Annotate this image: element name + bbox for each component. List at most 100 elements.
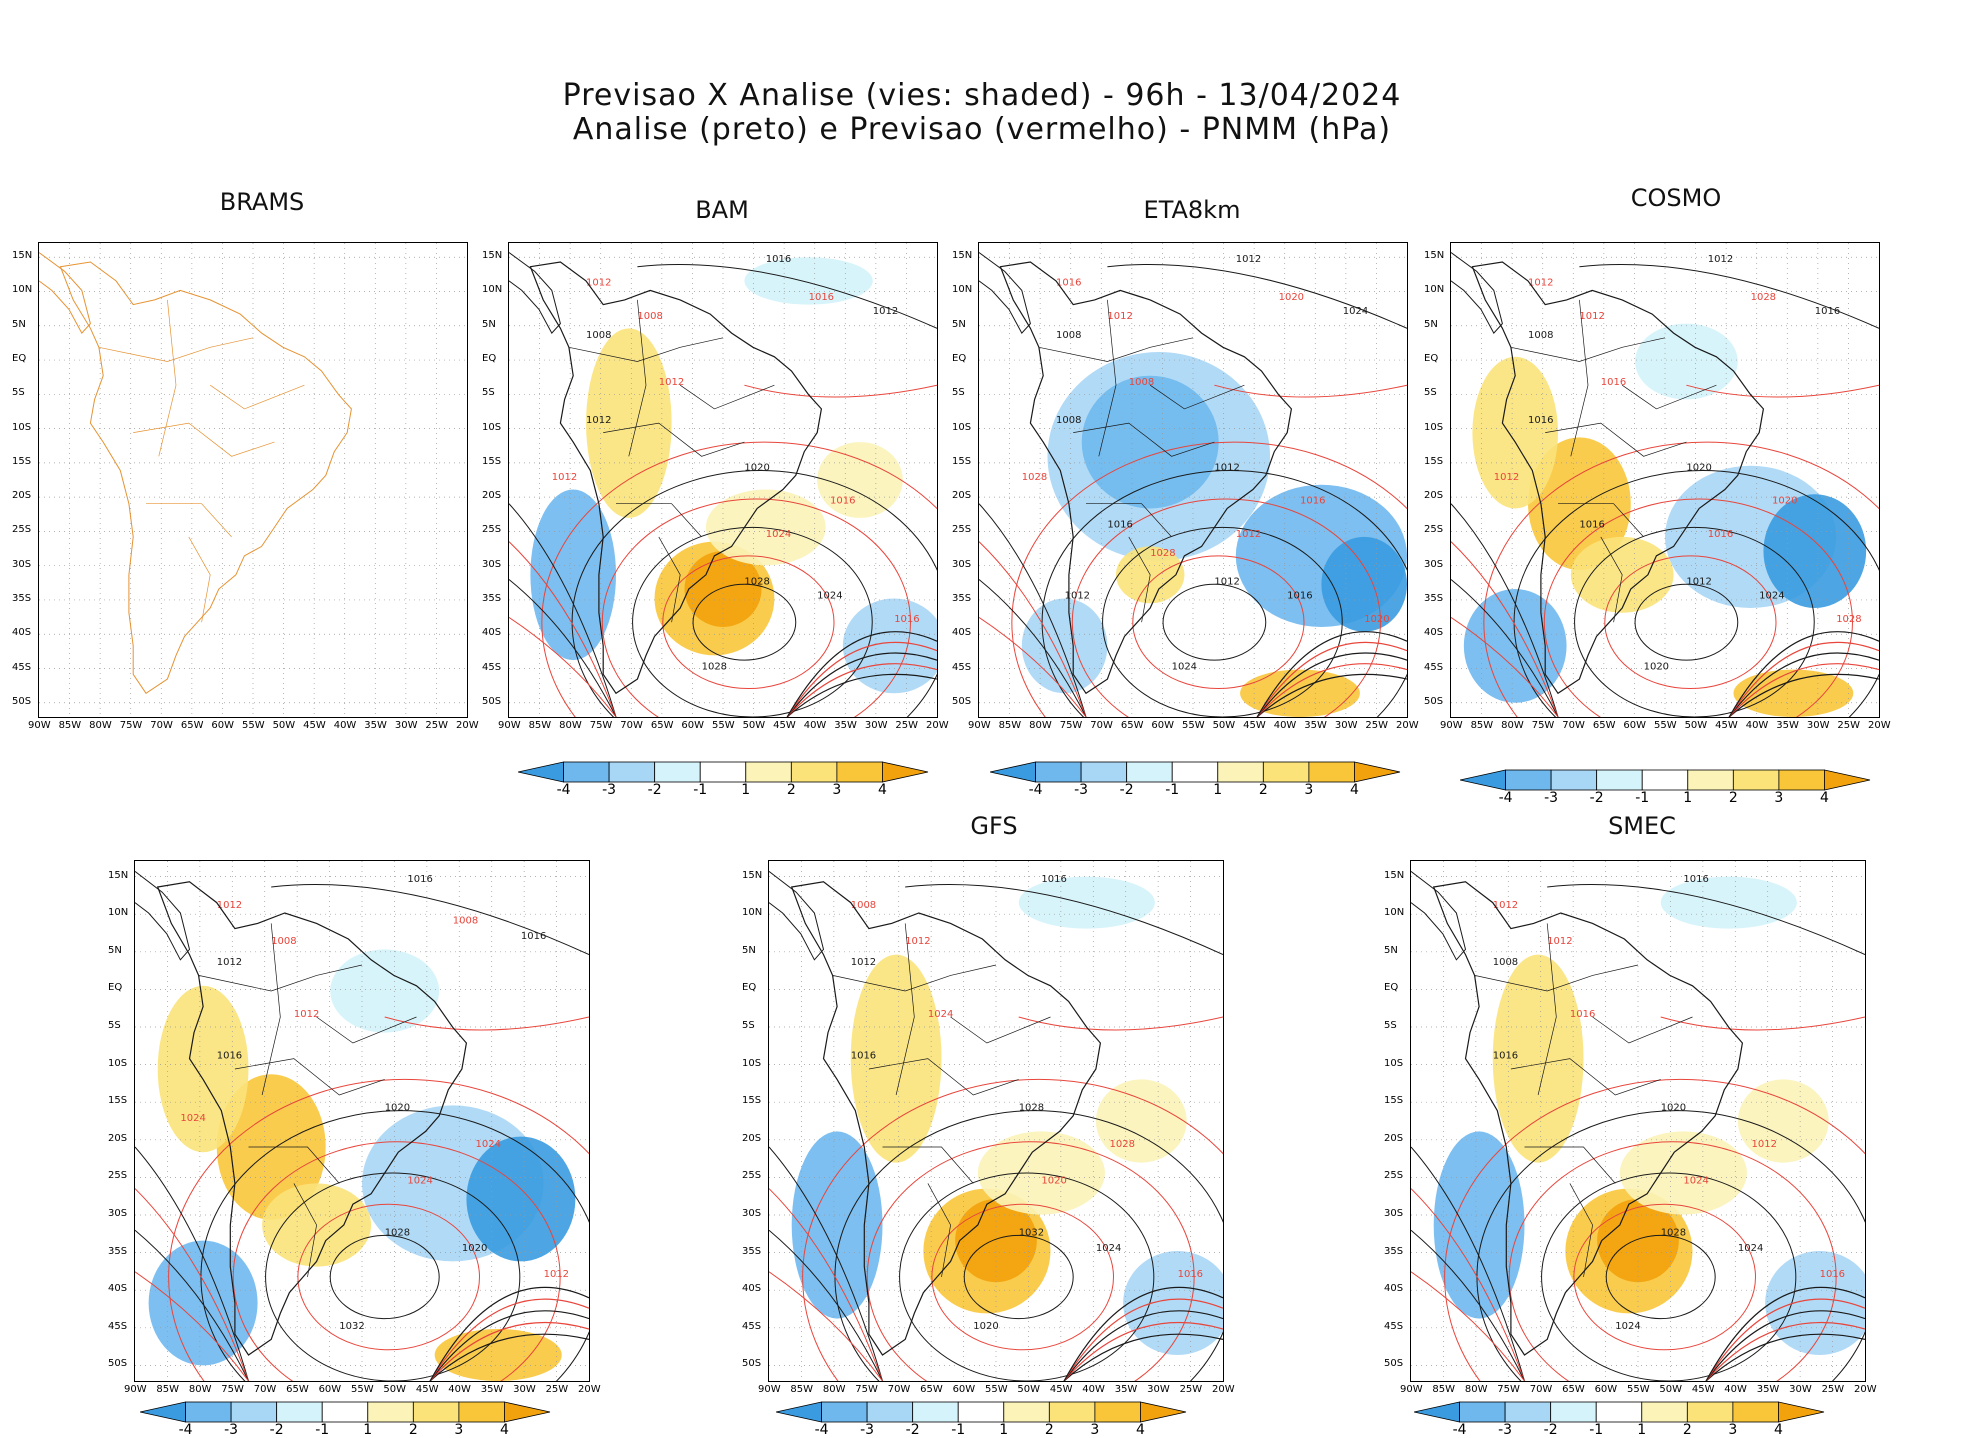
lon-tick-label: 55W — [242, 720, 265, 731]
isobar-label: 1012 — [294, 1009, 319, 1020]
lat-tick-label: 30S — [1384, 1208, 1404, 1219]
lon-tick-label: 30W — [513, 1384, 536, 1395]
map-panel-smec: 1016 1012 1008 1012 1016 1016 1020 1024 1028 1012… — [1410, 860, 1866, 1382]
colorbar-segment — [790, 761, 838, 783]
figure-title-line2: Analise (preto) e Previsao (vermelho) - … — [572, 112, 1392, 147]
isobar-label: 1012 — [544, 1269, 569, 1280]
colorbar-tick-label: -1 — [1165, 782, 1180, 798]
colorbar-arrow-right — [504, 1401, 551, 1423]
colorbar-segment — [230, 1401, 278, 1423]
colorbar-segment — [1732, 769, 1780, 791]
lat-tick-label: 40S — [482, 627, 502, 639]
colorbar-segment — [1641, 1401, 1688, 1423]
isobar-label: 1016 — [1300, 496, 1325, 507]
lon-tick-label: 55W — [1654, 720, 1677, 731]
colorbar-segment — [1504, 1401, 1552, 1423]
lat-tick-label: EQ — [952, 353, 967, 365]
bias-shading — [530, 257, 937, 694]
colorbar-tick-label: 4 — [877, 782, 887, 798]
isobar-label: 1020 — [1661, 1103, 1686, 1114]
colorbar-tick-label: -4 — [1028, 782, 1043, 798]
isobar-label: 1028 — [1836, 614, 1861, 625]
isobar-label: 1032 — [339, 1321, 364, 1332]
isobar-label: 1016 — [830, 496, 855, 507]
isobar-label: 1012 — [1214, 576, 1239, 587]
isobar-label: 1008 — [1129, 377, 1154, 388]
map-panel-eta: 1012 1016 1008 1012 1008 1008 1012 1012 1012 1016… — [978, 242, 1408, 718]
lat-tick-label: 40S — [108, 1283, 128, 1295]
lon-tick-label: 80W — [822, 1384, 846, 1395]
lon-tick-label: 65W — [180, 720, 204, 731]
lat-tick-label: EQ — [1424, 353, 1439, 365]
lon-tick-label: 40W — [333, 720, 357, 731]
colorbar-segment — [1080, 761, 1128, 783]
lat-tick-label: 20S — [742, 1132, 762, 1144]
lat-tick-label: 15S — [482, 455, 502, 467]
isobar-label: 1016 — [1528, 415, 1553, 426]
lat-tick-label: 5N — [12, 318, 26, 330]
lon-tick-label: 60W — [681, 720, 705, 731]
colorbar-segment — [1505, 769, 1552, 791]
isobar-label: 1016 — [1579, 519, 1604, 530]
lat-tick-label: 15S — [1384, 1095, 1404, 1107]
lon-tick-label: 60W — [1594, 1384, 1618, 1395]
lat-tick-label: 45S — [482, 661, 502, 673]
lon-tick-label: 45W — [773, 720, 796, 731]
isobar-label: 1020 — [1041, 1175, 1066, 1186]
isobar-label: 1012 — [1236, 529, 1261, 540]
isobar-label: 1016 — [1708, 529, 1733, 540]
colorbar-segment — [836, 761, 883, 783]
colorbar-segment — [321, 1401, 369, 1423]
lat-tick-label: 5S — [1384, 1020, 1397, 1031]
colorbar-segment — [412, 1401, 460, 1423]
isobar-label: 1024 — [180, 1113, 205, 1124]
lon-tick-label: 25W — [1365, 720, 1389, 731]
lat-tick-label: 5N — [482, 318, 496, 330]
panel-title-gfs: GFS — [970, 812, 1018, 840]
isobar-label: 1012 — [586, 278, 611, 289]
lat-tick-label: 50S — [108, 1358, 128, 1370]
lat-tick-label: 10N — [952, 284, 973, 296]
colorbar-arrow-right — [882, 761, 929, 783]
lon-tick-label: 25W — [1821, 1384, 1845, 1395]
lat-tick-label: 45S — [1424, 661, 1444, 673]
colorbar-segment — [1217, 761, 1264, 783]
lon-tick-label: 25W — [895, 720, 919, 731]
colorbar-segment — [1459, 1401, 1506, 1423]
colorbar-tick-label: -3 — [1074, 782, 1089, 798]
isobar-label: 1016 — [1683, 874, 1708, 885]
colorbar — [990, 761, 1401, 783]
lon-tick-label: 55W — [351, 1384, 374, 1395]
lat-tick-label: 15N — [108, 869, 129, 881]
lat-tick-label: 10N — [1384, 907, 1405, 919]
colorbar-arrow-right — [1824, 769, 1871, 791]
lat-tick-label: 10N — [12, 284, 33, 296]
isobar-label: 1032 — [1019, 1227, 1044, 1238]
isobar-label: 1008 — [453, 915, 478, 926]
colorbar-segment — [608, 761, 656, 783]
colorbar-tick-label: 1 — [1683, 790, 1693, 806]
lon-tick-label: 75W — [855, 1384, 878, 1395]
lon-tick-label: 70W — [1090, 720, 1113, 731]
lat-tick-label: 5S — [108, 1020, 121, 1031]
lon-tick-label: 70W — [1562, 720, 1585, 731]
isobar-label: 1012 — [1528, 278, 1553, 289]
lon-tick-label: 90W — [498, 720, 521, 731]
lon-tick-label: 85W — [998, 720, 1022, 731]
colorbar-tick-label: 2 — [1682, 1422, 1692, 1438]
isobar-label: 1016 — [1570, 1009, 1595, 1020]
lat-tick-label: 15S — [742, 1095, 762, 1107]
lon-tick-label: 20W — [1396, 720, 1419, 731]
colorbar-arrow-left — [518, 761, 564, 783]
colorbar-tick-label: 2 — [408, 1422, 418, 1438]
colorbar-segment — [1641, 769, 1689, 791]
coastline — [1451, 252, 1765, 695]
isobar-label: 1020 — [973, 1321, 998, 1332]
lon-tick-label: 20W — [456, 720, 479, 731]
lon-tick-label: 25W — [1179, 1384, 1203, 1395]
lat-tick-label: 15S — [12, 455, 32, 467]
colorbar-segment — [1035, 761, 1082, 783]
lon-tick-label: 45W — [1715, 720, 1738, 731]
lon-tick-label: 35W — [834, 720, 857, 731]
colorbar-tick-label: 1 — [1637, 1422, 1647, 1438]
